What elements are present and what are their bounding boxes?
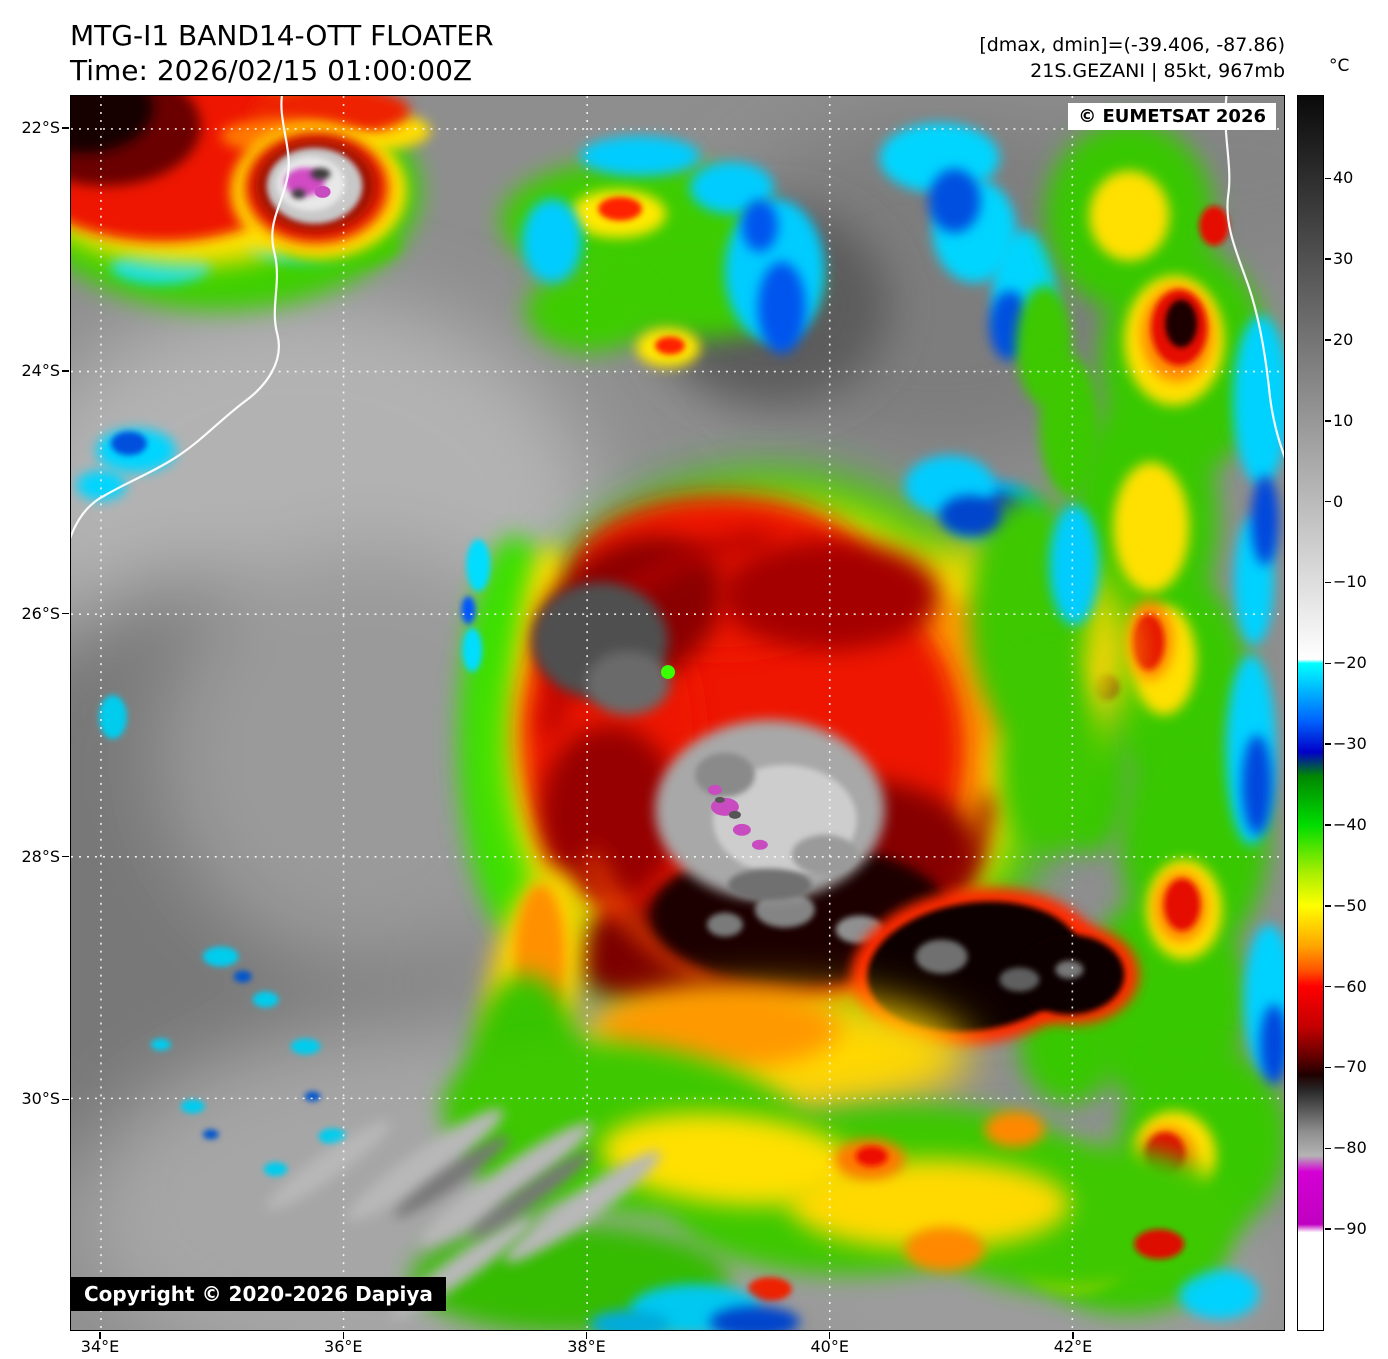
colorbar-tick-mark xyxy=(1325,500,1331,503)
lat-tick-mark xyxy=(62,370,69,372)
lon-label: 36°E xyxy=(324,1337,363,1356)
copyright-badge: Copyright © 2020-2026 Dapiya xyxy=(71,1277,446,1311)
colorbar-tick-mark xyxy=(1325,581,1331,584)
lon-tick-mark xyxy=(828,1332,831,1339)
lat-label: 22°S xyxy=(21,118,60,137)
colorbar-tick-label: −70 xyxy=(1333,1057,1367,1077)
colorbar-tick-label: 20 xyxy=(1333,329,1354,349)
colorbar-tick-mark xyxy=(1325,420,1331,422)
colorbar-tick-mark xyxy=(1325,985,1331,988)
colorbar-tick-mark xyxy=(1325,1066,1331,1069)
storm-identity-readout: 21S.GEZANI | 85kt, 967mb xyxy=(1030,60,1285,83)
lat-tick-mark xyxy=(62,1098,69,1101)
colorbar-tick-label: −40 xyxy=(1333,814,1367,834)
colorbar-tick-mark xyxy=(1325,905,1331,907)
product-time: Time: 2026/02/15 01:00:00Z xyxy=(70,54,473,87)
colorbar-tick-mark xyxy=(1325,824,1331,826)
lat-label: 30°S xyxy=(21,1089,60,1109)
lat-label: 26°S xyxy=(21,603,60,623)
colorbar-unit-label: °C xyxy=(1329,56,1350,76)
colorbar-tick-label: 30 xyxy=(1333,249,1354,269)
satellite-imagery xyxy=(71,96,1284,1330)
satellite-map: © EUMETSAT 2026 Copyright © 2020-2026 Da… xyxy=(70,95,1285,1331)
lon-label: 42°E xyxy=(1053,1337,1093,1356)
east-convection-column xyxy=(1019,120,1284,1320)
coastal-storm-magenta xyxy=(230,122,407,268)
colorbar-tick-mark xyxy=(1325,743,1331,745)
colorbar-tick-label: 10 xyxy=(1333,410,1354,430)
lon-label: 40°E xyxy=(810,1337,849,1356)
graticule xyxy=(71,96,1284,1330)
colorbar-tick-label: −10 xyxy=(1333,572,1367,592)
lat-tick-mark xyxy=(62,127,69,129)
lon-tick-mark xyxy=(585,1332,588,1339)
colorbar-tick-label: −50 xyxy=(1333,895,1367,915)
header-title-block: MTG-I1 BAND14-OTT FLOATER Time: 2026/02/… xyxy=(70,18,494,88)
lon-tick-mark xyxy=(99,1332,101,1339)
colorbar-tick-label: 40 xyxy=(1333,168,1354,188)
colorbar-tick-mark xyxy=(1325,1228,1331,1230)
colorbar-tick-label: 0 xyxy=(1333,491,1344,511)
colorbar-tick-label: −20 xyxy=(1333,653,1367,673)
lat-label: 24°S xyxy=(21,360,60,380)
lon-tick-mark xyxy=(342,1332,344,1339)
colorbar-tick-label: −80 xyxy=(1333,1138,1367,1158)
colorbar-tick-mark xyxy=(1325,662,1331,665)
southeast-black-blob xyxy=(850,887,1140,1046)
colorbar-tick-label: −60 xyxy=(1333,976,1367,996)
colorbar-tick-mark xyxy=(1325,258,1331,260)
colorbar-tick-mark xyxy=(1325,339,1331,341)
colorbar-tick-mark xyxy=(1325,177,1331,179)
lon-label: 38°E xyxy=(567,1337,606,1356)
product-title: MTG-I1 BAND14-OTT FLOATER xyxy=(70,19,494,52)
north-central-cluster xyxy=(500,135,890,406)
lon-tick-mark xyxy=(1072,1332,1074,1339)
colorbar-tick-mark xyxy=(1325,1147,1331,1150)
colorbar-tick-label: −30 xyxy=(1333,734,1367,754)
lat-tick-mark xyxy=(62,612,69,615)
dmax-dmin-readout: [dmax, dmin]=(-39.406, -87.86) xyxy=(979,34,1285,56)
lat-tick-mark xyxy=(62,855,69,858)
colorbar-tick-label: −90 xyxy=(1333,1219,1367,1239)
lon-label: 34°E xyxy=(80,1337,120,1356)
cyclone-gezani xyxy=(460,455,1130,1040)
header-info-block: [dmax, dmin]=(-39.406, -87.86) 21S.GEZAN… xyxy=(979,32,1285,84)
colorbar xyxy=(1297,95,1324,1331)
eumetsat-badge: © EUMETSAT 2026 xyxy=(1068,103,1276,130)
lat-label: 28°S xyxy=(21,846,60,866)
coastlines xyxy=(71,96,1284,539)
